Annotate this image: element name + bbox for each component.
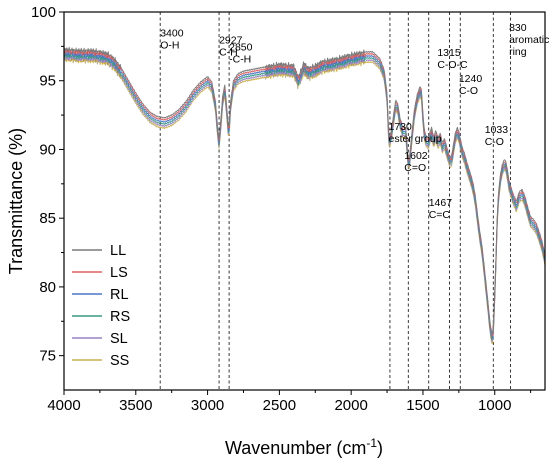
legend-label: SL — [110, 331, 128, 347]
legend-label: SS — [110, 353, 129, 369]
y-tick-label: 75 — [39, 348, 56, 365]
series-line-ls — [63, 49, 546, 337]
legend-label: RL — [110, 287, 129, 303]
annotation-label: 1602 C=O — [404, 150, 428, 174]
y-tick-label: 80 — [39, 279, 56, 296]
x-tick-label: 1000 — [478, 397, 511, 414]
x-axis-title: Wavenumber (cm-1) — [225, 436, 383, 458]
y-tick-label: 85 — [39, 210, 56, 227]
annotation-label: 1240 C-O — [459, 73, 483, 97]
series-line-sl — [63, 55, 546, 342]
annotation-label: 1033 C-O — [485, 124, 509, 148]
annotation-label: 2850 -C-H — [229, 41, 253, 65]
legend-label: LS — [110, 265, 128, 281]
reference-lines — [159, 12, 511, 390]
y-tick-label: 100 — [31, 4, 56, 21]
series-line-ll — [63, 46, 546, 335]
y-tick-label: 90 — [39, 141, 56, 158]
annotation-label: 1730 ester group — [388, 121, 441, 145]
x-tick-label: 3000 — [191, 397, 224, 414]
legend-label: RS — [110, 309, 130, 325]
annotation-label: 3400 O-H — [160, 28, 184, 52]
series-layer — [63, 46, 546, 344]
series-line-ss — [63, 56, 546, 344]
plot-frame — [63, 11, 546, 391]
legend-label: LL — [110, 243, 126, 259]
annotation-label: 1467 C=C — [429, 197, 453, 221]
annotation-label: 830 aromatic ring — [509, 22, 549, 58]
y-axis: 75 80 85 90 95 100 — [31, 4, 64, 365]
x-tick-label: 3500 — [119, 397, 152, 414]
annotation-label: 2927 C-H — [219, 35, 243, 59]
y-axis-title: Transmittance (%) — [6, 128, 26, 274]
annotation-label: 1315 C-O-C — [437, 47, 468, 71]
x-axis: 4000 3500 3000 2500 2000 1500 1000 — [47, 390, 532, 414]
legend: LL LS RL RS SL SS — [72, 243, 130, 369]
y-tick-label: 95 — [39, 73, 56, 90]
series-line-rl — [63, 50, 546, 339]
x-tick-label: 4000 — [47, 397, 80, 414]
x-tick-label: 1500 — [406, 397, 439, 414]
x-tick-label: 2000 — [334, 397, 367, 414]
x-tick-label: 2500 — [263, 397, 296, 414]
